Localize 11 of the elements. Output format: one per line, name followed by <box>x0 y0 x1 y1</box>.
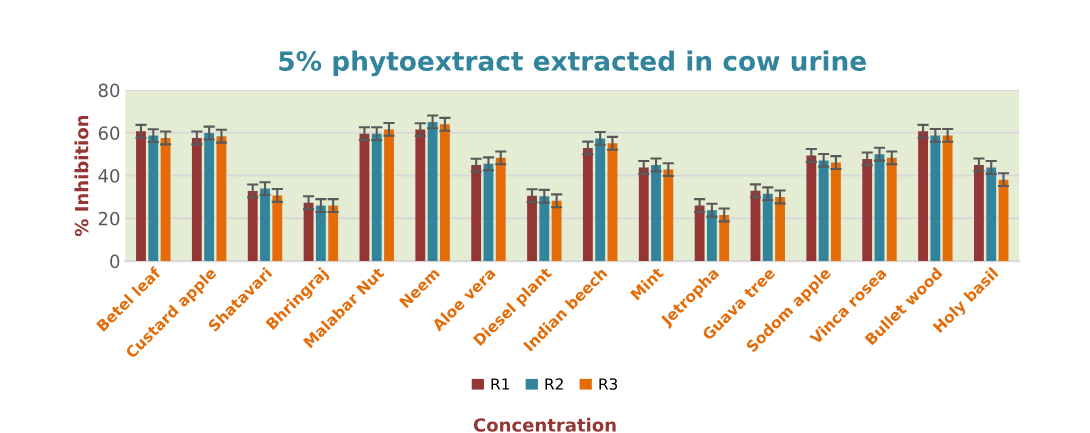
y-tick-label: 20 <box>98 211 120 226</box>
x-axis-title: Concentration <box>473 417 616 432</box>
legend-label: R1 <box>491 378 509 390</box>
y-tick-label: 80 <box>98 83 120 98</box>
legend-label: R3 <box>599 378 618 390</box>
legend-label: R2 <box>545 378 563 390</box>
chart-title: 5% phytoextract extracted in cow urine <box>279 50 866 77</box>
y-tick-label: 60 <box>98 126 120 140</box>
y-tick-label: 40 <box>98 169 120 183</box>
y-tick-label: 0 <box>110 254 120 269</box>
y-axis-title: % Inhibition <box>74 115 89 237</box>
